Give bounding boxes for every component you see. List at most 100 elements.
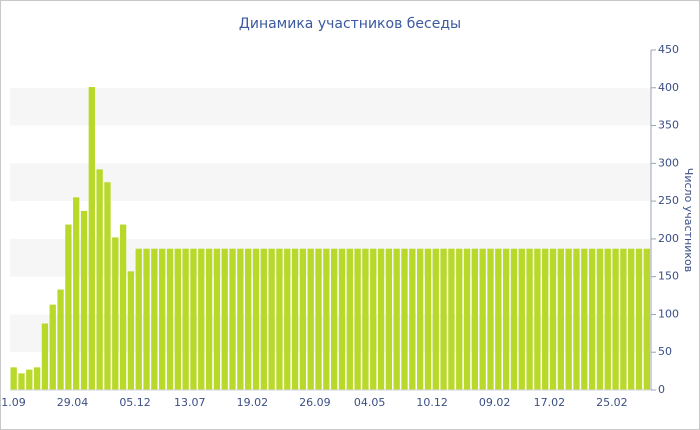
y-tick-label: 250 — [658, 194, 679, 207]
bar — [456, 248, 463, 390]
y-tick-label: 400 — [658, 81, 679, 94]
bar — [346, 248, 353, 390]
x-tick-label: 25.02 — [596, 396, 628, 409]
bar — [354, 248, 361, 390]
bar — [620, 248, 627, 390]
bar — [612, 248, 619, 390]
bar — [213, 248, 221, 390]
bar — [401, 248, 408, 390]
bar — [440, 248, 447, 390]
bar — [65, 224, 72, 390]
bar — [33, 367, 41, 390]
bar — [57, 289, 64, 390]
bar — [221, 248, 228, 390]
bar — [260, 248, 267, 390]
bar — [565, 248, 572, 390]
bar — [245, 248, 252, 390]
y-tick-label: 300 — [658, 156, 679, 169]
bar — [370, 248, 377, 390]
bar — [198, 248, 205, 390]
bar — [41, 323, 49, 390]
x-tick-label: 05.12 — [119, 396, 151, 409]
grid-band — [10, 163, 651, 202]
bar — [119, 224, 127, 390]
bar — [307, 248, 314, 390]
bar — [112, 237, 119, 390]
bar — [416, 248, 424, 390]
bar — [573, 248, 580, 390]
bar — [96, 169, 103, 390]
bar — [502, 248, 510, 390]
bar — [643, 248, 650, 390]
bar — [581, 248, 588, 390]
bar — [315, 248, 322, 390]
x-tick-label: 21.09 — [0, 396, 26, 409]
bar — [18, 373, 25, 390]
y-tick-label: 200 — [658, 232, 679, 245]
bar — [135, 248, 142, 390]
bar — [268, 248, 275, 390]
bar — [448, 248, 455, 390]
bar — [534, 248, 541, 390]
y-tick-label: 50 — [658, 345, 672, 358]
x-tick-label: 13.07 — [174, 396, 206, 409]
grid-band — [10, 87, 651, 126]
bar — [73, 197, 80, 390]
bar — [190, 248, 197, 390]
bar — [276, 248, 283, 390]
bar — [518, 248, 525, 390]
bar — [174, 248, 181, 390]
bar — [159, 248, 166, 390]
bar — [471, 248, 479, 390]
bar — [229, 248, 236, 390]
bar — [237, 248, 244, 390]
bar — [88, 87, 95, 391]
bar — [487, 248, 494, 390]
bar — [323, 248, 330, 390]
bar — [588, 248, 596, 390]
bar — [299, 248, 307, 390]
bar — [284, 248, 291, 390]
y-tick-label: 100 — [658, 307, 679, 320]
bar — [526, 248, 533, 390]
bar — [252, 248, 260, 390]
bar — [463, 248, 471, 390]
bar — [495, 248, 502, 390]
bar — [479, 248, 486, 390]
bar — [182, 248, 189, 390]
bar — [393, 248, 400, 390]
x-tick-label: 04.05 — [354, 396, 386, 409]
bar — [127, 271, 135, 390]
bar — [549, 248, 557, 390]
bar — [331, 248, 338, 390]
bar — [205, 248, 213, 390]
bar — [166, 248, 174, 390]
bar — [628, 248, 635, 390]
y-axis-label: Число участников — [682, 168, 695, 272]
x-tick-label: 17.02 — [534, 396, 566, 409]
x-tick-label: 10.12 — [416, 396, 448, 409]
x-tick-label: 09.02 — [479, 396, 511, 409]
bar — [424, 248, 432, 390]
bar — [49, 304, 56, 390]
bar — [510, 248, 518, 390]
x-tick-label: 29.04 — [57, 396, 89, 409]
bar — [10, 367, 17, 390]
bar — [143, 248, 150, 390]
bar — [151, 248, 158, 390]
bar — [596, 248, 604, 390]
bar — [26, 369, 33, 390]
bar — [362, 248, 369, 390]
bar — [80, 210, 88, 390]
bar — [104, 182, 111, 390]
bar — [604, 248, 611, 390]
bar — [377, 248, 385, 390]
y-tick-label: 350 — [658, 119, 679, 132]
bar — [635, 248, 643, 390]
y-tick-label: 450 — [658, 43, 679, 56]
y-tick-label: 150 — [658, 270, 679, 283]
bar — [291, 248, 299, 390]
y-tick-label: 0 — [658, 383, 665, 396]
x-tick-label: 26.09 — [299, 396, 331, 409]
